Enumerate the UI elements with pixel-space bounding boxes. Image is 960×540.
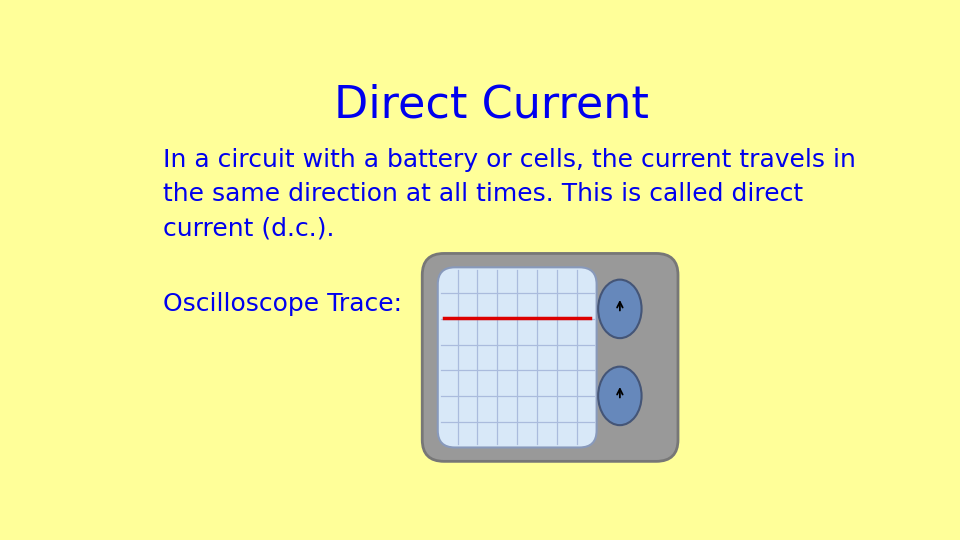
Text: In a circuit with a battery or cells, the current travels in
the same direction : In a circuit with a battery or cells, th… <box>162 148 855 241</box>
FancyBboxPatch shape <box>422 253 678 461</box>
Text: Oscilloscope Trace:: Oscilloscope Trace: <box>162 292 401 316</box>
Ellipse shape <box>598 280 641 338</box>
FancyBboxPatch shape <box>438 267 596 448</box>
Text: Direct Current: Direct Current <box>334 83 650 126</box>
Ellipse shape <box>598 367 641 425</box>
